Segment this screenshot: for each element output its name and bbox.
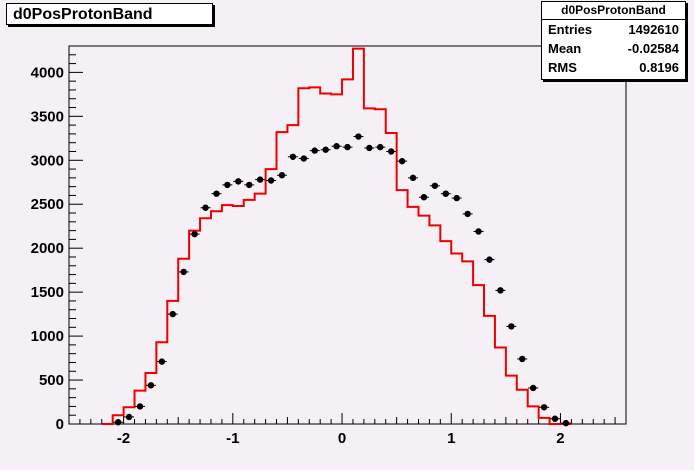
data-point <box>550 415 561 422</box>
data-point <box>309 147 320 154</box>
red-histogram-line <box>101 47 572 425</box>
x-tick-label: 1 <box>447 430 455 447</box>
data-point <box>266 177 277 184</box>
plot-frame <box>68 45 627 425</box>
stats-row-mean: Mean -0.02584 <box>542 39 685 58</box>
data-point <box>211 190 222 197</box>
stats-row-entries: Entries 1492610 <box>542 20 685 39</box>
data-point <box>440 190 451 197</box>
data-point <box>222 181 233 189</box>
y-tick-label: 0 <box>56 416 64 433</box>
data-point <box>506 323 517 330</box>
data-point <box>189 230 200 238</box>
y-tick-label: 1000 <box>31 328 64 345</box>
histogram-title: d0PosProtonBand <box>6 3 213 25</box>
data-point <box>287 153 298 160</box>
data-point <box>255 176 266 183</box>
stats-value: -0.02584 <box>627 41 679 56</box>
data-point <box>200 204 211 211</box>
data-point <box>462 210 473 218</box>
data-point <box>124 413 135 421</box>
data-point <box>342 143 353 151</box>
data-point <box>528 384 539 392</box>
data-point <box>364 144 375 152</box>
data-point <box>408 174 419 182</box>
data-point <box>331 143 342 150</box>
data-point <box>156 358 167 365</box>
data-point <box>560 419 571 427</box>
data-point <box>167 310 178 318</box>
stats-value: 0.8196 <box>639 60 679 75</box>
data-point <box>539 404 550 411</box>
data-point <box>375 143 386 151</box>
data-point <box>418 194 429 201</box>
stats-label: Mean <box>548 41 582 56</box>
data-point <box>386 148 397 155</box>
y-tick-label: 2000 <box>31 240 64 257</box>
y-tick-label: 1500 <box>31 284 64 301</box>
x-tick-label: 2 <box>556 430 564 447</box>
data-point <box>145 382 156 389</box>
data-point <box>353 133 364 140</box>
data-point <box>484 256 495 263</box>
data-point <box>298 155 309 162</box>
stats-label: Entries <box>548 22 593 37</box>
x-tick-label: -2 <box>117 430 130 447</box>
data-point <box>178 268 189 276</box>
x-tick-label: -1 <box>226 430 239 447</box>
y-tick-label: 500 <box>39 372 64 389</box>
data-point <box>244 181 255 189</box>
data-point <box>473 228 484 235</box>
y-tick-label: 2500 <box>31 196 64 213</box>
data-point <box>397 157 408 165</box>
y-tick-label: 4000 <box>31 64 64 81</box>
stats-header: d0PosProtonBand <box>542 2 685 20</box>
data-point <box>233 178 244 185</box>
stats-row-rms: RMS 0.8196 <box>542 58 685 77</box>
data-point <box>429 182 440 189</box>
data-point <box>517 355 528 363</box>
data-point <box>320 146 331 153</box>
stats-box: d0PosProtonBand Entries 1492610 Mean -0.… <box>541 1 686 80</box>
data-point <box>134 403 145 410</box>
x-tick-label: 0 <box>338 430 346 447</box>
data-point <box>276 172 287 179</box>
stats-label: RMS <box>548 60 577 75</box>
data-point <box>113 419 124 426</box>
data-point <box>495 287 506 294</box>
y-tick-label: 3500 <box>31 108 64 125</box>
data-point <box>451 194 462 202</box>
stats-value: 1492610 <box>628 22 679 37</box>
y-tick-label: 3000 <box>31 152 64 169</box>
